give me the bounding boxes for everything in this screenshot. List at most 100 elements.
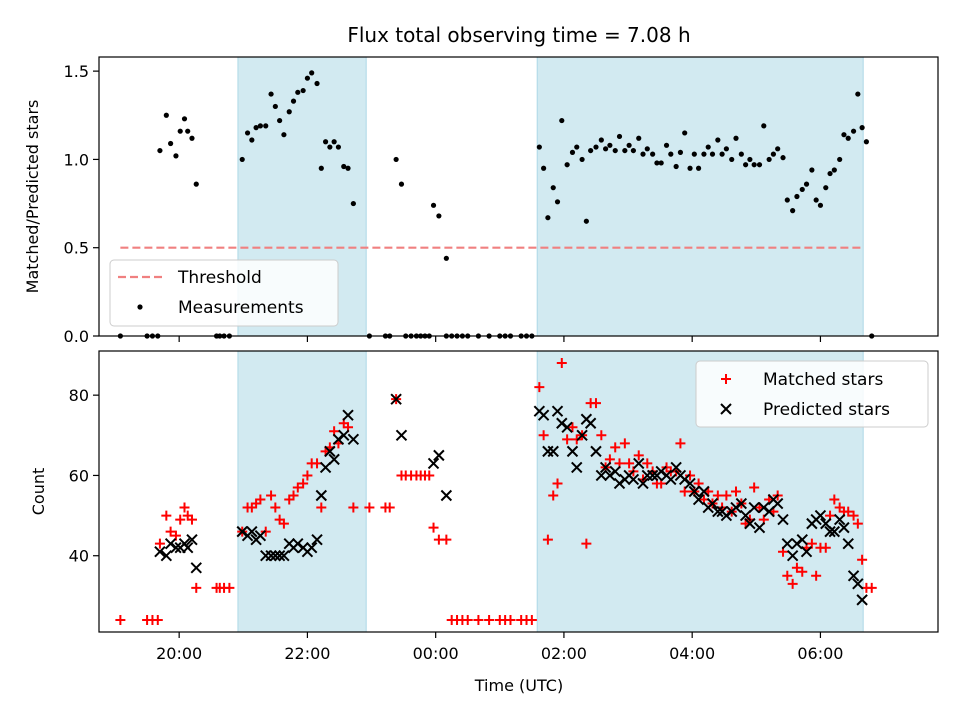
- matched-star-marker: [610, 442, 621, 453]
- plot-frame: [98, 56, 939, 337]
- measurement-point: [341, 163, 347, 170]
- predicted-star-marker: [627, 473, 640, 486]
- measurement-point: [277, 117, 283, 124]
- measurement-point: [559, 117, 565, 124]
- measurement-point: [574, 144, 580, 150]
- matched-star-marker: [292, 482, 303, 493]
- measurement-point: [588, 147, 594, 154]
- predicted-star-marker: [814, 509, 827, 522]
- predicted-star-marker: [342, 409, 354, 421]
- legend-predicted-swatch: [720, 403, 732, 415]
- measurement-point: [536, 144, 542, 150]
- matched-star-marker: [255, 494, 266, 505]
- matched-star-marker: [534, 382, 545, 393]
- x-tick-label: 00:00: [413, 644, 459, 663]
- measurement-point: [709, 151, 716, 157]
- matched-star-marker: [191, 582, 202, 593]
- matched-star-marker: [165, 526, 176, 537]
- measurement-point: [747, 156, 753, 163]
- predicted-star-marker: [828, 525, 841, 538]
- predicted-star-marker: [786, 550, 799, 562]
- measurement-point: [841, 132, 847, 138]
- legend: Matched stars Predicted stars: [695, 360, 929, 428]
- predicted-star-marker: [551, 405, 564, 417]
- matched-star-marker: [797, 566, 808, 577]
- measurement-point: [695, 165, 702, 171]
- matched-star-marker: [428, 522, 439, 533]
- matched-star-marker: [270, 502, 281, 513]
- measurement-point: [304, 75, 311, 81]
- measurement-point: [650, 151, 656, 157]
- measurement-point: [295, 89, 301, 95]
- measurement-point: [687, 165, 693, 171]
- matched-star-marker: [562, 434, 573, 445]
- matched-star-marker: [384, 502, 395, 513]
- y-tick-label: 0.0: [64, 327, 89, 346]
- measurement-point: [564, 162, 570, 168]
- measurement-point: [244, 130, 251, 136]
- matched-star-marker: [526, 614, 537, 625]
- matched-star-marker: [721, 490, 732, 501]
- measurement-point: [181, 116, 188, 122]
- matched-star-marker: [115, 614, 126, 625]
- measurement-point: [761, 123, 767, 129]
- predicted-star-marker: [796, 533, 808, 546]
- y-tick-label: 1.0: [64, 150, 89, 169]
- matched-star-marker: [441, 534, 452, 545]
- predicted-star-marker: [781, 537, 794, 550]
- predicted-star-marker: [190, 562, 202, 574]
- measurement-point: [281, 132, 287, 138]
- measurement-point: [850, 128, 857, 134]
- measurement-point: [239, 156, 245, 163]
- predicted-star-marker: [427, 457, 440, 470]
- matched-star-marker: [642, 458, 653, 469]
- matched-star-marker: [542, 534, 553, 545]
- measurement-point: [673, 163, 679, 170]
- y-tick-label: 40: [69, 547, 89, 566]
- measurement-point: [705, 144, 711, 150]
- predicted-star-marker: [315, 489, 328, 502]
- measurement-point: [583, 218, 589, 224]
- matched-star-marker: [787, 578, 798, 589]
- measurement-point: [290, 98, 297, 104]
- measurement-point: [579, 156, 585, 163]
- measurement-point: [837, 156, 843, 163]
- measurement-point: [766, 156, 772, 163]
- predicted-star-marker: [590, 445, 602, 458]
- measurement-point: [701, 151, 707, 157]
- y-tick-label: 0.5: [64, 239, 89, 258]
- measurement-point: [784, 197, 790, 203]
- measurement-point: [770, 151, 777, 157]
- measurement-point: [157, 147, 163, 154]
- matched-star-marker: [316, 502, 327, 513]
- measurement-point: [654, 160, 660, 166]
- measurement-point: [263, 123, 269, 129]
- predicted-star-marker: [170, 541, 182, 554]
- predicted-star-marker: [278, 550, 290, 562]
- measurement-point: [314, 80, 320, 87]
- matched-star-marker: [224, 582, 235, 593]
- legend-matched-swatch: [721, 374, 731, 384]
- y-tick-label: 60: [69, 466, 89, 485]
- measurement-point: [272, 103, 278, 110]
- matched-star-marker: [175, 514, 186, 525]
- predicted-star-marker: [852, 578, 864, 590]
- measurement-point: [268, 91, 274, 97]
- legend-box: [695, 360, 929, 428]
- observing-interval: [237, 350, 367, 633]
- predicted-star-marker: [273, 550, 286, 562]
- measurement-point: [855, 91, 861, 97]
- measurement-point: [550, 185, 556, 191]
- x-tick-label: 22:00: [284, 644, 330, 663]
- measurement-point: [622, 147, 628, 154]
- measurement-point: [541, 165, 547, 171]
- predicted-star-marker: [688, 485, 701, 498]
- predicted-star-marker: [571, 461, 583, 474]
- predicted-star-marker: [269, 550, 282, 562]
- predicted-star-marker: [328, 453, 340, 466]
- measurement-point: [545, 215, 551, 221]
- predicted-star-marker: [154, 546, 166, 558]
- measurement-point: [794, 193, 800, 200]
- measurement-point: [799, 186, 805, 193]
